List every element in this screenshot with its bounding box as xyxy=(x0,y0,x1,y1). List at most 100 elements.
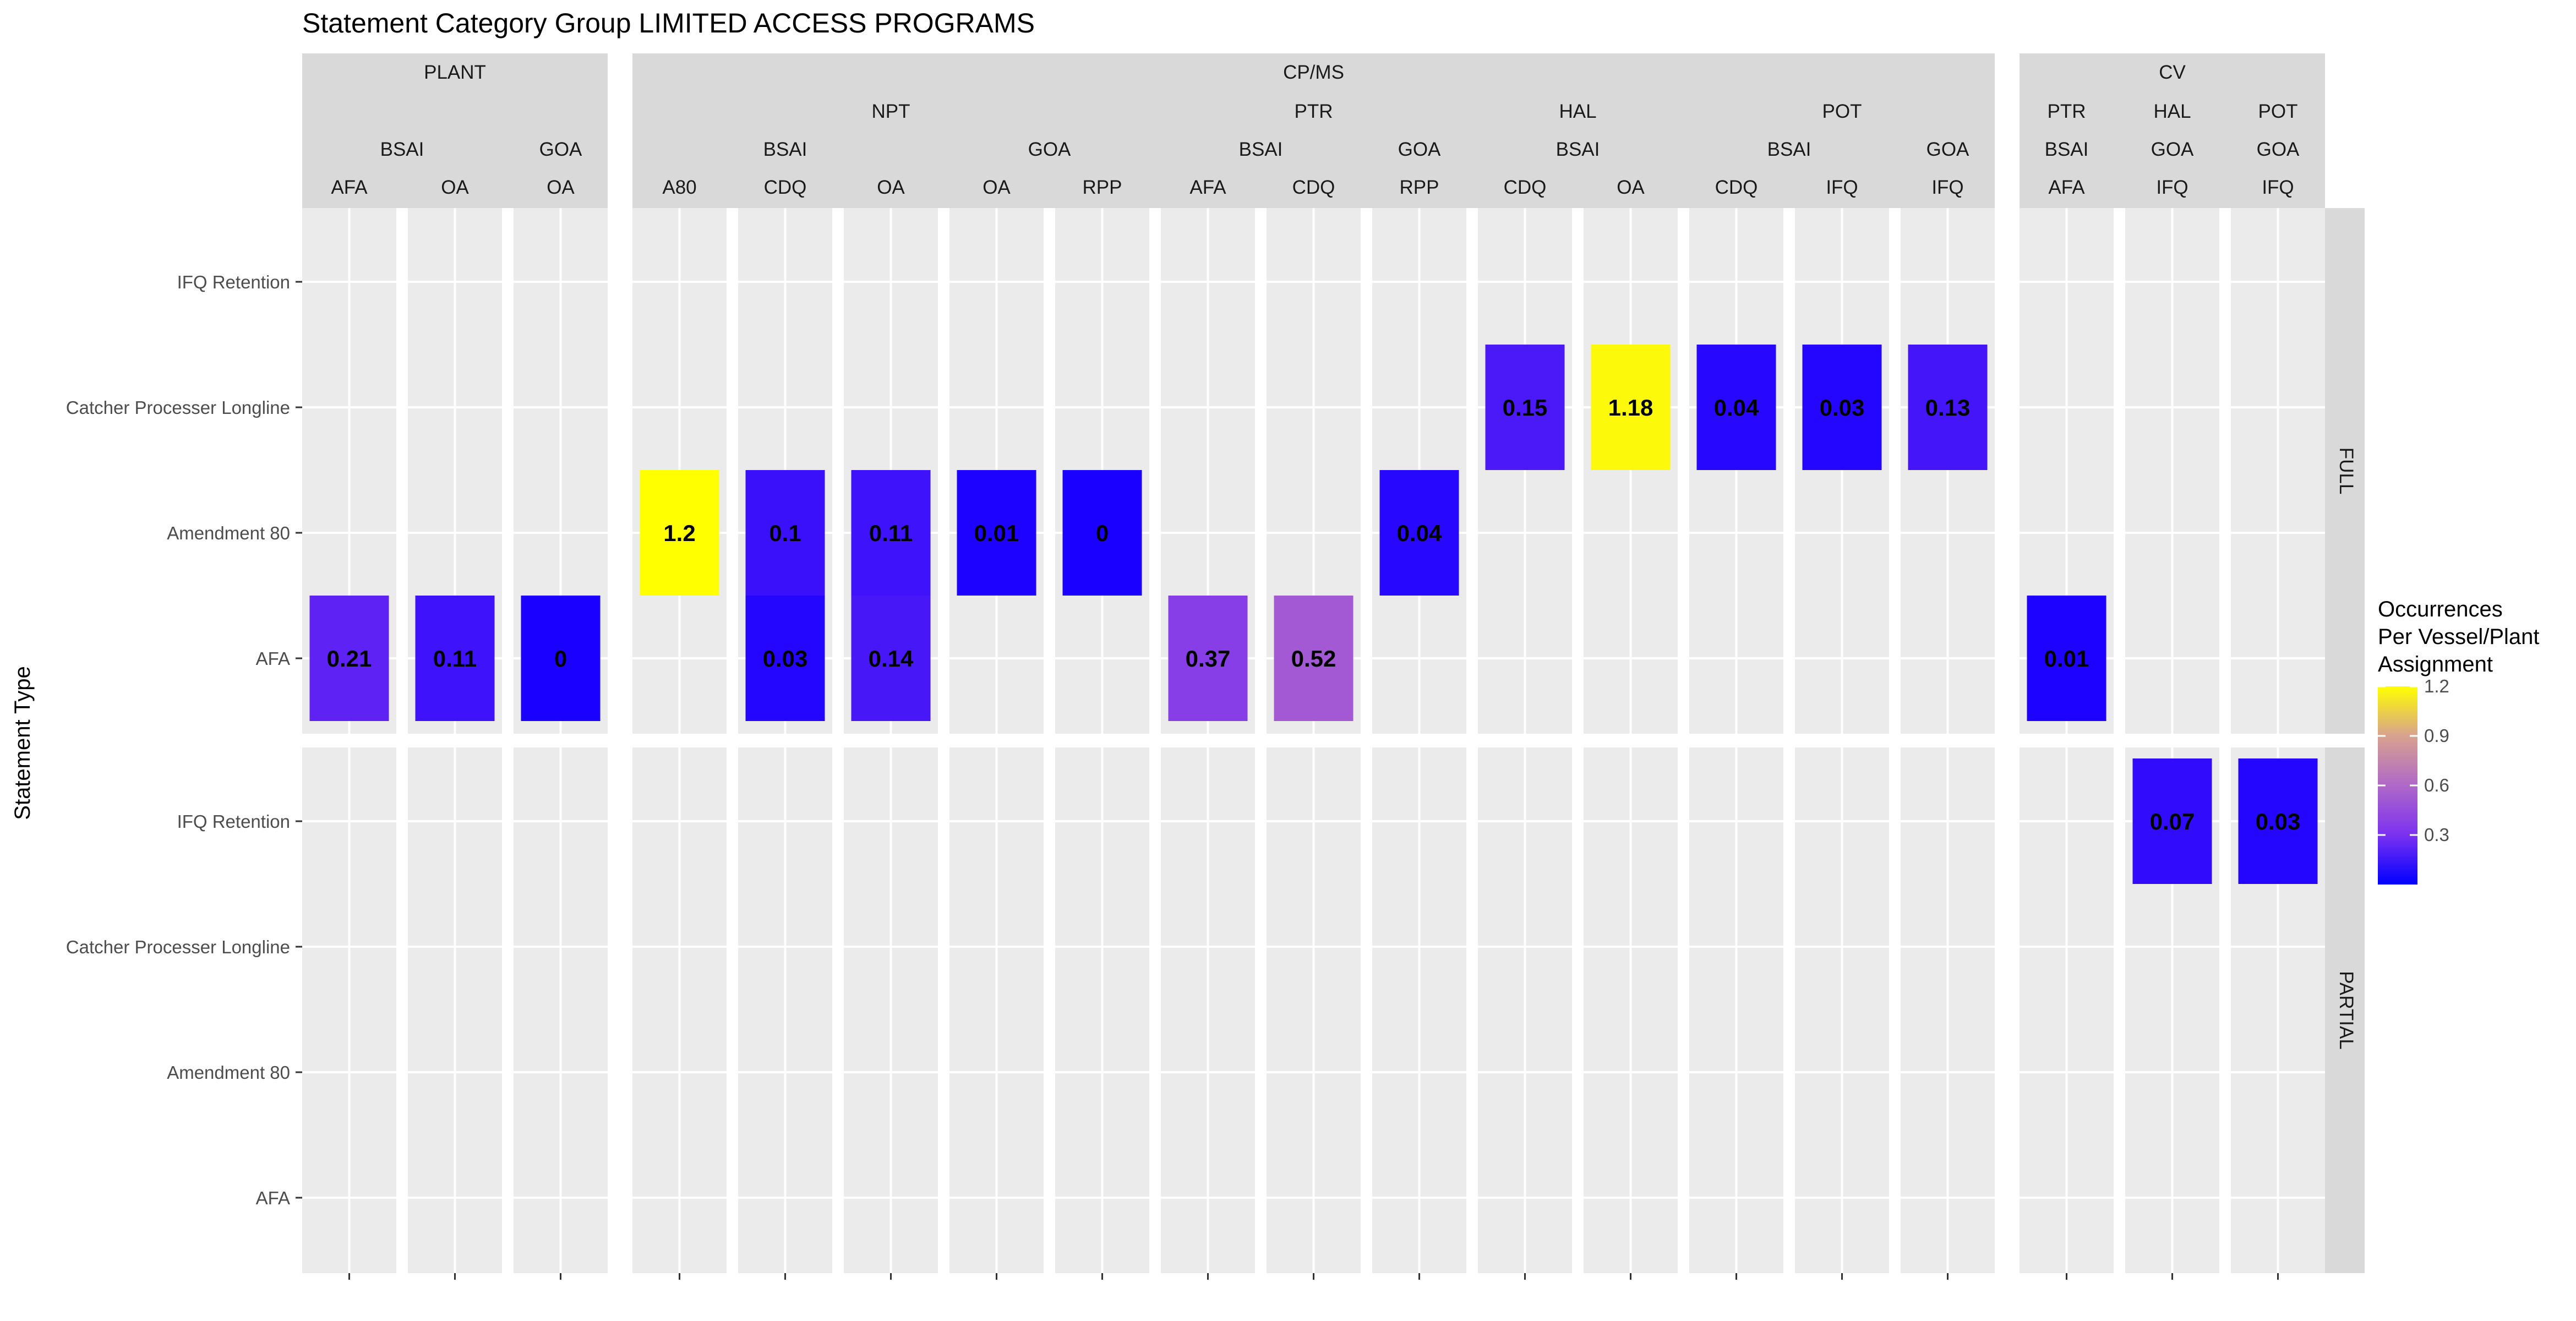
cell-value-label: 0.03 xyxy=(763,646,808,672)
cells-layer: 0.21 0.11 0 1.2 0.1 0.03 0.11 0.14 0.01 0 0.37 0.52… xyxy=(309,345,2318,884)
facet-strip xyxy=(2325,747,2365,1273)
heatmap-cell xyxy=(1696,345,1776,470)
y-tick-label: AFA xyxy=(256,1188,290,1208)
cell-value-label: 1.18 xyxy=(1608,395,1653,421)
panel-strip-label: AFA xyxy=(2048,177,2085,198)
gear-strip-label: POT xyxy=(2258,101,2298,122)
cell-value-label: 0.03 xyxy=(1820,395,1865,421)
cell-value-label: 0.37 xyxy=(1186,646,1231,672)
panel-strip-label: IFQ xyxy=(2262,177,2294,198)
heatmap-cell xyxy=(309,596,389,721)
cell-value-label: 0 xyxy=(1096,520,1109,546)
gear-strip-label: POT xyxy=(1822,101,1862,122)
heatmap-cell xyxy=(851,596,931,721)
heatmap-cell xyxy=(521,596,601,721)
panels-layer xyxy=(302,208,2325,1273)
y-tick-label: IFQ Retention xyxy=(177,272,290,292)
group-strip xyxy=(632,53,1995,208)
legend: Occurrences Per Vessel/Plant Assignment1.2… xyxy=(2378,597,2540,885)
y-tick-label: Catcher Processer Longline xyxy=(66,397,290,418)
cell-value-label: 0.21 xyxy=(327,646,372,672)
area-strip-label: BSAI xyxy=(380,139,424,160)
cell-value-label: 0.11 xyxy=(869,520,913,546)
cell-value-label: 0.11 xyxy=(433,646,477,672)
group-strip-label: CV xyxy=(2159,62,2186,83)
chart-title: Statement Category Group LIMITED ACCESS … xyxy=(302,8,1035,39)
panel-strip-label: CDQ xyxy=(1504,177,1547,198)
panel-strip-label: RPP xyxy=(1083,177,1122,198)
panel-strip-label: CDQ xyxy=(764,177,807,198)
panel-strip-label: AFA xyxy=(1189,177,1226,198)
panel-strip-label: IFQ xyxy=(1826,177,1858,198)
facet-strip-label: FULL xyxy=(2335,447,2357,495)
area-strip-label: GOA xyxy=(539,139,582,160)
y-tick-label: Catcher Processer Longline xyxy=(66,937,290,957)
heatmap-cell xyxy=(745,470,825,596)
area-strip-label: GOA xyxy=(2257,139,2300,160)
group-strip-label: PLANT xyxy=(424,62,486,83)
gear-strip-label: HAL xyxy=(2153,101,2191,122)
area-strip-label: BSAI xyxy=(1767,139,1811,160)
heatmap-cell xyxy=(415,596,495,721)
cell-value-label: 0.04 xyxy=(1714,395,1759,421)
panel-strip-label: A80 xyxy=(662,177,696,198)
heatmap-cell xyxy=(1908,345,1988,470)
panel-strip-label: OA xyxy=(441,177,469,198)
group-strip xyxy=(2020,53,2325,208)
panel-strip-label: AFA xyxy=(331,177,368,198)
area-strip-label: GOA xyxy=(1398,139,1441,160)
panel-strip-label: IFQ xyxy=(2156,177,2188,198)
gear-strip-label: NPT xyxy=(872,101,910,122)
heatmap-cell xyxy=(1379,470,1459,596)
heatmap-cell xyxy=(851,470,931,596)
panel-strip-label: CDQ xyxy=(1715,177,1758,198)
heatmap-cell xyxy=(1802,345,1882,470)
gear-strip-label: PTR xyxy=(2048,101,2086,122)
heatmap-cell xyxy=(2132,758,2212,884)
gear-strip-label: PTR xyxy=(1295,101,1333,122)
heatmap-cell xyxy=(1062,470,1142,596)
cell-value-label: 0.15 xyxy=(1503,395,1548,421)
y-tick-label: Amendment 80 xyxy=(167,523,290,543)
panel-strip-label: IFQ xyxy=(1931,177,1963,198)
panel-strip-label: OA xyxy=(877,177,905,198)
facet-strip-label: PARTIAL xyxy=(2335,971,2357,1050)
area-strip-label: GOA xyxy=(2151,139,2194,160)
legend-title-line: Occurrences xyxy=(2378,597,2503,621)
cell-value-label: 0.1 xyxy=(769,520,801,546)
strips-layer: PLANT CP/MS CV NPT PTR HAL POT PTR HAL POT BSAI GOA… xyxy=(302,53,2365,1273)
cell-value-label: 0.52 xyxy=(1291,646,1336,672)
y-tick-label: IFQ Retention xyxy=(177,811,290,832)
heatmap-cell xyxy=(2238,758,2318,884)
group-strip-label: CP/MS xyxy=(1283,62,1344,83)
heatmap-cell xyxy=(640,470,719,596)
heatmap-cell xyxy=(2027,596,2106,721)
cell-value-label: 0.04 xyxy=(1397,520,1442,546)
area-strip-label: GOA xyxy=(1028,139,1071,160)
panel-strip-label: OA xyxy=(547,177,575,198)
cell-value-label: 0.07 xyxy=(2150,809,2195,834)
area-strip-label: BSAI xyxy=(763,139,807,160)
gear-strip-label: HAL xyxy=(1559,101,1596,122)
heatmap-cell xyxy=(1168,596,1248,721)
cell-value-label: 1.2 xyxy=(663,520,695,546)
area-strip-label: BSAI xyxy=(1239,139,1283,160)
group-strip xyxy=(302,53,608,208)
heatmap-cell xyxy=(1591,345,1671,470)
panel-strip-label: RPP xyxy=(1400,177,1439,198)
area-strip-label: GOA xyxy=(1926,139,1969,160)
heatmap-cell xyxy=(1485,345,1565,470)
legend-tick-label: 0.3 xyxy=(2424,825,2449,845)
cell-value-label: 0.14 xyxy=(869,646,914,672)
y-tick-label: Amendment 80 xyxy=(167,1062,290,1083)
heatmap-cell xyxy=(1274,596,1354,721)
legend-tick-label: 1.2 xyxy=(2424,676,2449,696)
panel-strip-label: OA xyxy=(983,177,1011,198)
axes-layer: IFQ Retention Catcher Processer Longline A… xyxy=(66,272,2279,1280)
y-axis-label: Statement Type xyxy=(10,666,35,820)
cell-value-label: 0.03 xyxy=(2256,809,2301,834)
legend-tick-label: 0.6 xyxy=(2424,775,2449,795)
area-strip-label: BSAI xyxy=(2045,139,2089,160)
